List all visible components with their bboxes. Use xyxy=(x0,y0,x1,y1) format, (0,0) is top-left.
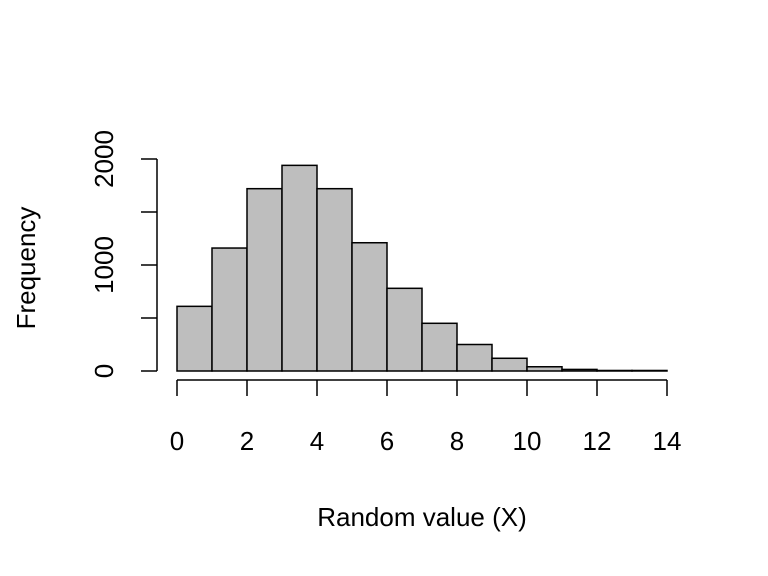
histogram-bar xyxy=(316,187,353,372)
x-tick-label: 6 xyxy=(380,426,394,456)
x-axis-title: Random value (X) xyxy=(317,502,527,532)
histogram-bar xyxy=(386,287,423,372)
histogram-bar xyxy=(526,366,563,372)
histogram-bar xyxy=(456,343,493,372)
histogram-bar xyxy=(631,369,668,372)
x-tick-label: 12 xyxy=(583,426,612,456)
histogram-bar xyxy=(176,305,213,372)
x-tick-label: 0 xyxy=(170,426,184,456)
y-tick-label: 2000 xyxy=(89,130,119,188)
y-tick-label: 1000 xyxy=(89,236,119,294)
histogram-bar xyxy=(281,164,318,372)
x-axis: 0 2 4 6 8 10 12 14 xyxy=(170,379,682,456)
x-tick-label: 2 xyxy=(240,426,254,456)
histogram-bar xyxy=(561,368,598,372)
x-tick-label: 8 xyxy=(450,426,464,456)
histogram-bars xyxy=(176,164,668,372)
histogram-bar xyxy=(491,357,528,372)
histogram-bar xyxy=(351,241,388,372)
y-tick-label: 0 xyxy=(89,364,119,378)
histogram-bar xyxy=(596,369,633,372)
histogram-bar xyxy=(211,247,248,372)
x-tick-label: 4 xyxy=(310,426,324,456)
y-axis-title: Frequency xyxy=(11,207,41,330)
histogram-bar xyxy=(421,322,458,372)
x-tick-label: 10 xyxy=(513,426,542,456)
x-tick-label: 14 xyxy=(653,426,682,456)
y-axis: 0 1000 2000 xyxy=(89,130,158,378)
histogram-bar xyxy=(246,187,283,372)
